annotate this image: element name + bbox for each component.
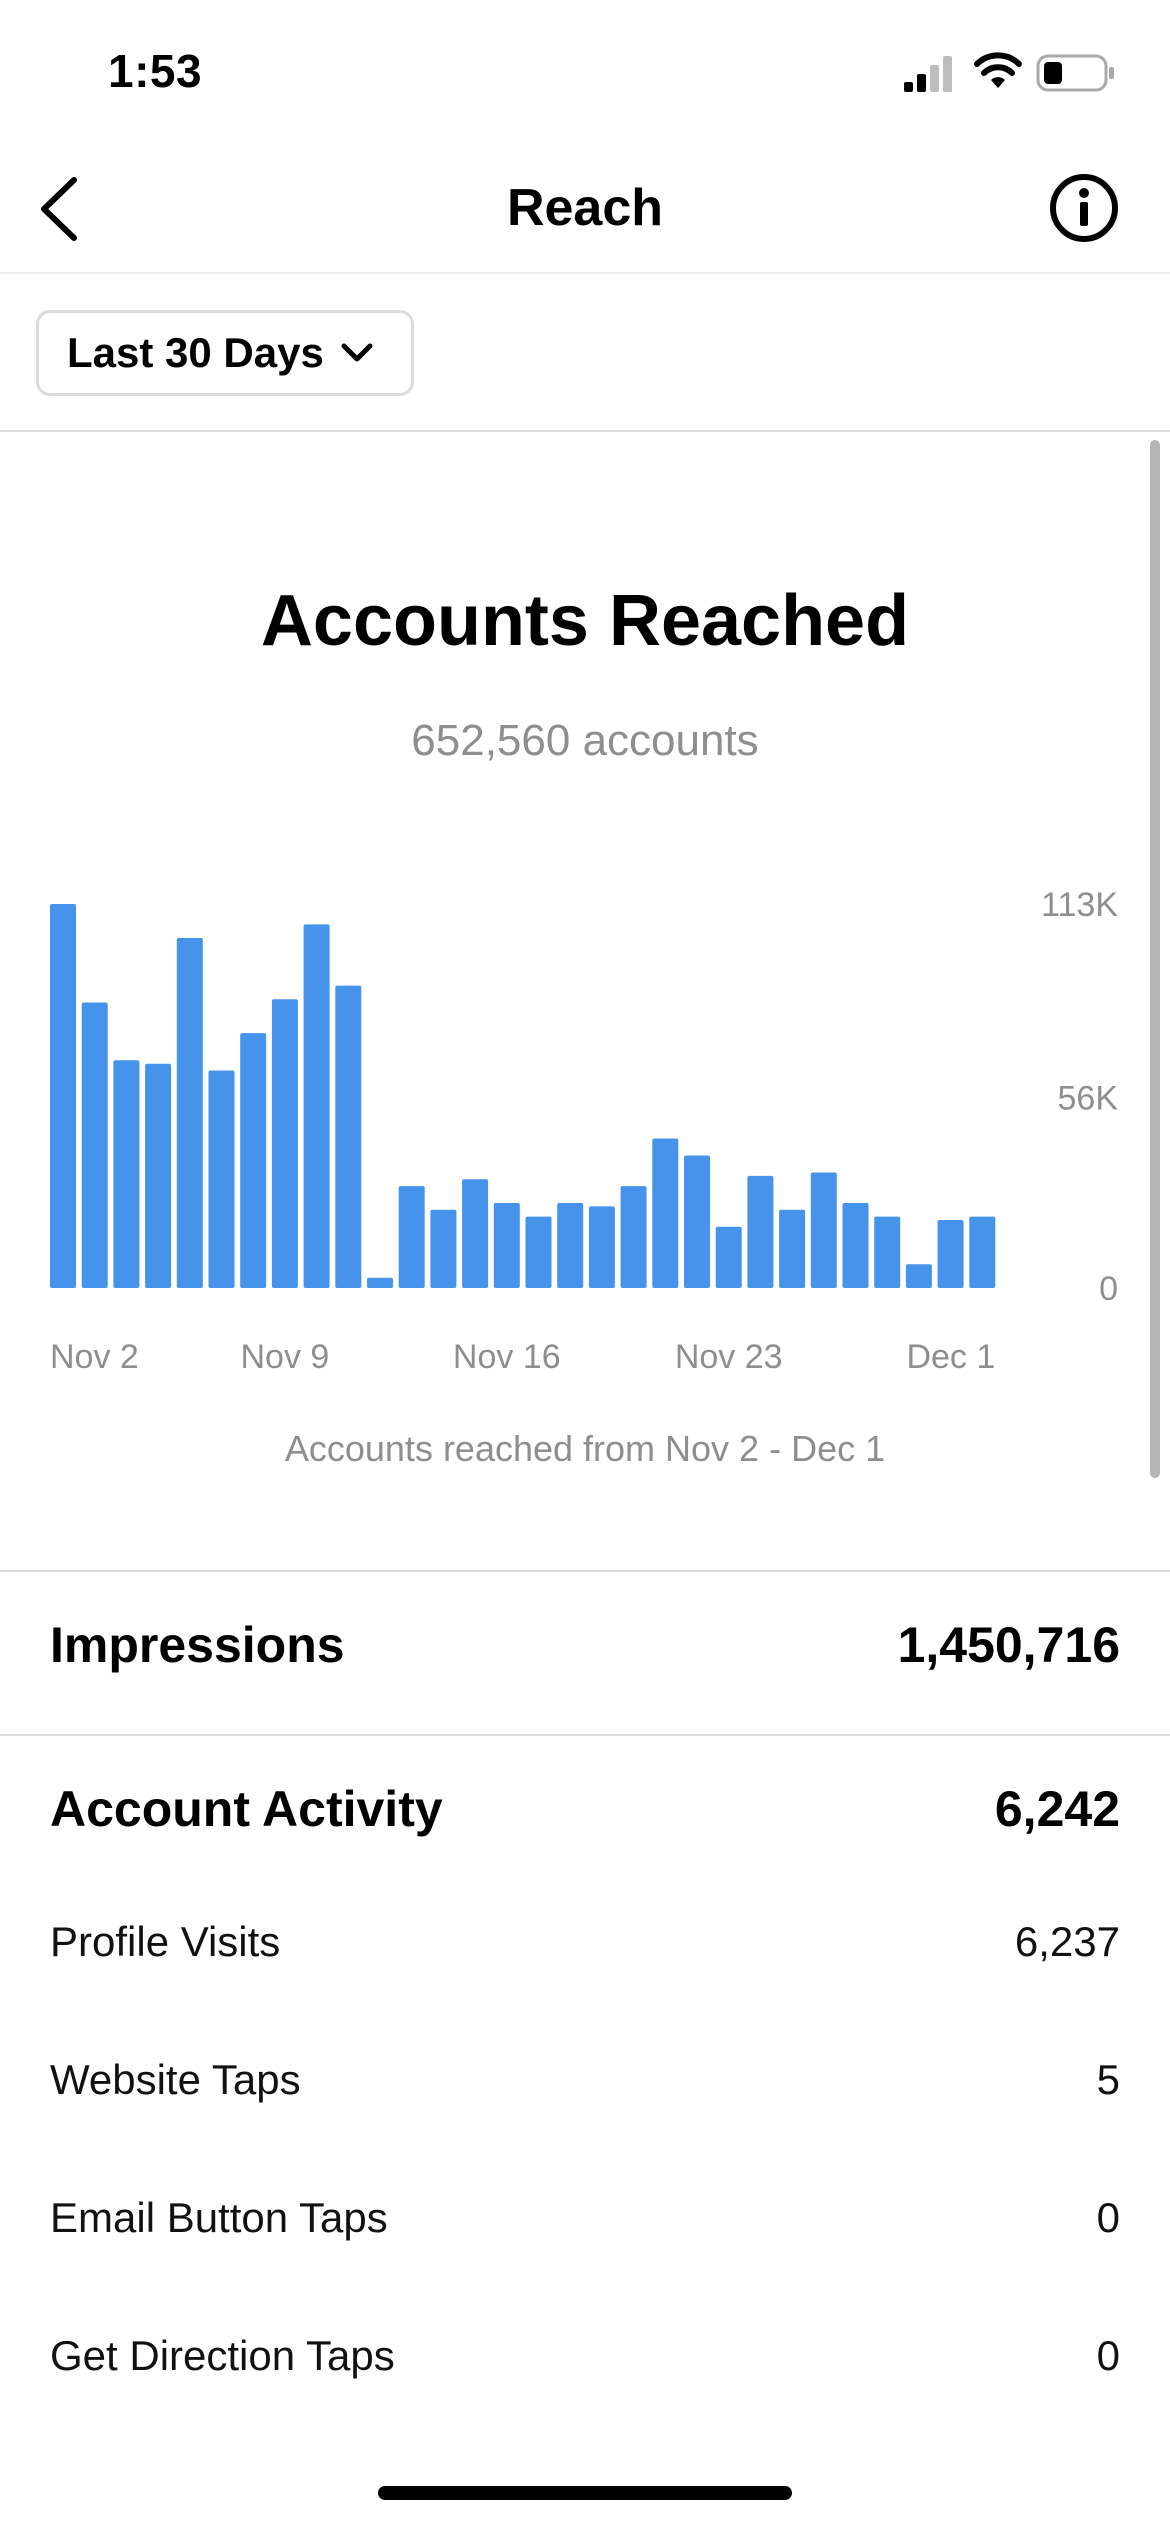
- activity-row-get-direction-taps[interactable]: Get Direction Taps 0: [50, 2326, 1120, 2386]
- info-icon[interactable]: [1048, 172, 1120, 244]
- chart-bar[interactable]: [779, 1209, 806, 1288]
- y-tick-label: 113K: [1041, 886, 1118, 924]
- activity-row-value: 5: [1096, 2056, 1120, 2103]
- account-activity-row[interactable]: Account Activity 6,242: [50, 1774, 1120, 1844]
- chart-bar[interactable]: [684, 1155, 710, 1289]
- chart-caption: Accounts reached from Nov 2 - Dec 1: [284, 1428, 886, 1469]
- chart-bar[interactable]: [367, 1277, 393, 1288]
- impressions-value: 1,450,716: [897, 1617, 1120, 1673]
- chart-bar[interactable]: [145, 1063, 172, 1288]
- chart-bar[interactable]: [335, 985, 362, 1288]
- account-activity-label: Account Activity: [50, 1781, 443, 1837]
- x-tick-label: Nov 23: [675, 1338, 783, 1376]
- chart-bar[interactable]: [113, 1060, 140, 1288]
- chart-bar[interactable]: [493, 1203, 520, 1288]
- impressions-label: Impressions: [50, 1617, 345, 1673]
- chart-bar[interactable]: [81, 1002, 108, 1289]
- account-activity-value: 6,242: [994, 1781, 1120, 1837]
- status-time: 1:53: [108, 45, 203, 97]
- activity-row-email-button-taps[interactable]: Email Button Taps 0: [50, 2188, 1120, 2248]
- activity-row-profile-visits[interactable]: Profile Visits 6,237: [50, 1912, 1120, 1972]
- home-indicator: [378, 2486, 792, 2500]
- chevron-down-icon: [341, 343, 373, 362]
- scroll-indicator[interactable]: [1150, 440, 1160, 1478]
- chart-bar[interactable]: [842, 1203, 869, 1288]
- chart-bar[interactable]: [620, 1186, 647, 1288]
- chart-bar[interactable]: [937, 1220, 964, 1288]
- chart-bar[interactable]: [240, 1033, 267, 1288]
- page-title: Reach: [506, 179, 664, 237]
- status-bar: 1:53: [0, 0, 1170, 140]
- chart-bar[interactable]: [557, 1203, 584, 1288]
- divider: [0, 1734, 1170, 1736]
- chart-bar[interactable]: [715, 1226, 742, 1288]
- activity-row-value: 0: [1096, 2194, 1120, 2241]
- chart-bar[interactable]: [652, 1138, 679, 1289]
- chart-bar[interactable]: [905, 1264, 932, 1288]
- activity-row-label: Email Button Taps: [50, 2194, 388, 2241]
- chart-bar[interactable]: [303, 924, 330, 1288]
- chart-bar[interactable]: [525, 1216, 552, 1288]
- chart-bar[interactable]: [176, 938, 203, 1288]
- battery-icon: [1036, 54, 1114, 92]
- activity-row-label: Website Taps: [50, 2056, 301, 2103]
- chart-bar[interactable]: [271, 999, 298, 1288]
- chart-bar[interactable]: [430, 1209, 457, 1288]
- chart-bar[interactable]: [462, 1179, 489, 1288]
- chart-bar[interactable]: [208, 1070, 235, 1289]
- back-button[interactable]: [36, 174, 84, 244]
- nav-bar: Reach: [0, 140, 1170, 274]
- chart-bar[interactable]: [810, 1172, 837, 1289]
- x-tick-label: Nov 2: [50, 1338, 139, 1376]
- chart-bar[interactable]: [588, 1206, 615, 1288]
- y-tick-label: 0: [1099, 1270, 1118, 1308]
- chart-title: Accounts Reached: [260, 581, 910, 661]
- wifi-icon: [974, 52, 1022, 88]
- date-range-dropdown[interactable]: Last 30 Days: [36, 310, 414, 396]
- filter-row: Last 30 Days: [0, 274, 1170, 432]
- activity-row-label: Get Direction Taps: [50, 2332, 395, 2379]
- accounts-total: 652,560 accounts: [411, 716, 759, 765]
- activity-row-value: 0: [1096, 2332, 1120, 2379]
- cellular-signal-icon: [904, 56, 952, 92]
- chart-bar[interactable]: [747, 1175, 774, 1288]
- activity-row-label: Profile Visits: [50, 1918, 281, 1965]
- activity-row-value: 6,237: [1014, 1918, 1120, 1965]
- date-range-label: Last 30 Days: [67, 329, 324, 376]
- chart-bar[interactable]: [50, 904, 76, 1288]
- divider: [0, 1570, 1170, 1572]
- x-tick-label: Dec 1: [906, 1338, 995, 1376]
- chart-bar[interactable]: [969, 1216, 996, 1288]
- x-tick-label: Nov 16: [453, 1338, 561, 1376]
- activity-row-website-taps[interactable]: Website Taps 5: [50, 2050, 1120, 2110]
- impressions-row[interactable]: Impressions 1,450,716: [50, 1610, 1120, 1680]
- chart-bar[interactable]: [398, 1186, 425, 1288]
- x-tick-label: Nov 9: [240, 1338, 329, 1376]
- accounts-reached-chart: 113K 56K 0 Nov 2 Nov 9 Nov 16 Nov 23 Dec 1: [50, 886, 1119, 1376]
- chart-bar[interactable]: [874, 1216, 901, 1288]
- y-tick-label: 56K: [1058, 1080, 1119, 1118]
